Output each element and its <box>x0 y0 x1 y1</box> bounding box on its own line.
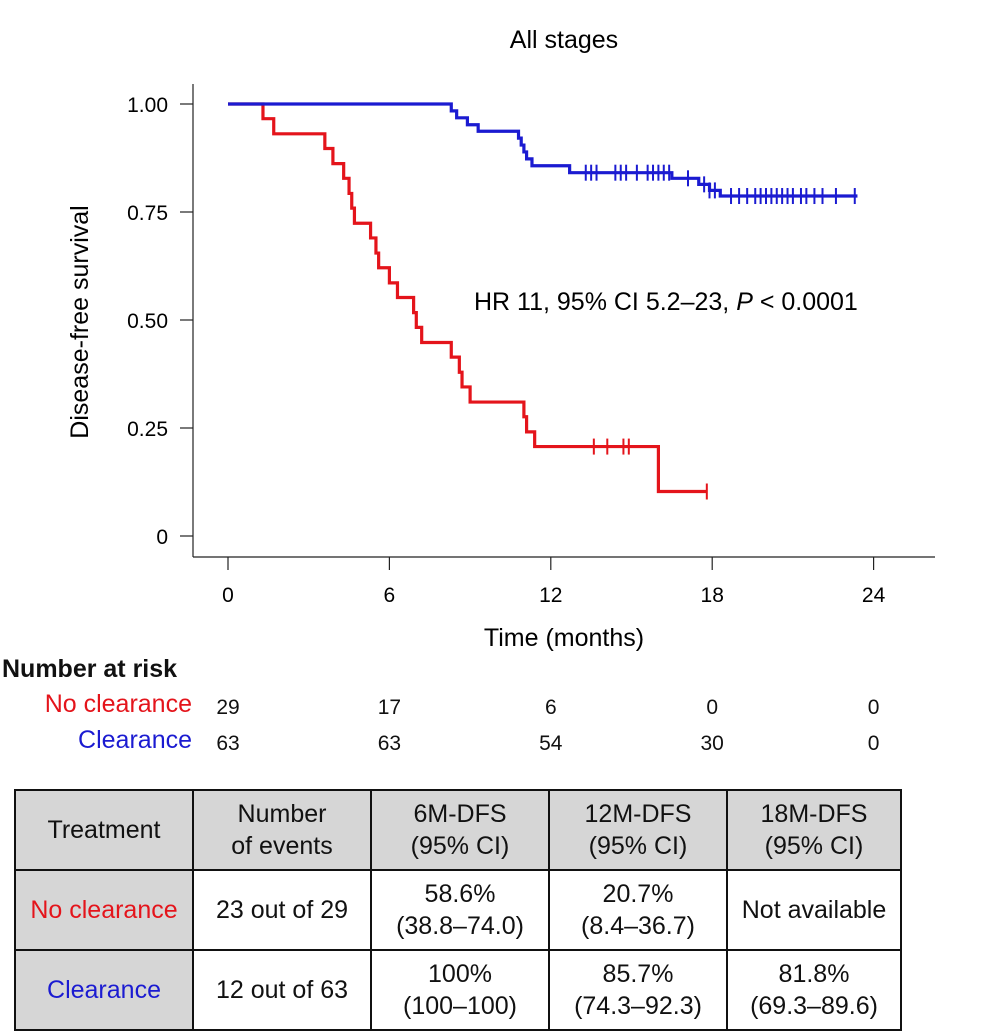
survival-curve-clearance <box>228 102 858 198</box>
dfs12-cell: 85.7% (74.3–92.3) <box>548 949 728 1031</box>
x-tick-label: 24 <box>862 584 886 607</box>
x-axis-label: Time (months) <box>484 624 644 652</box>
header-treatment: Treatment <box>14 789 194 871</box>
x-tick-label: 0 <box>222 584 234 607</box>
x-tick-label: 6 <box>384 584 396 607</box>
risk-value: 6 <box>544 696 557 719</box>
x-tick-label: 18 <box>701 584 724 607</box>
risk-value: 63 <box>216 732 240 755</box>
y-axis-label: Disease-free survival <box>66 205 94 438</box>
risk-row-no-clearance: No clearance 29 17 6 0 0 <box>0 690 982 726</box>
risk-value: 63 <box>377 732 402 755</box>
events-cell: 23 out of 29 <box>192 869 372 951</box>
risk-value: 17 <box>377 696 402 719</box>
treatment-cell: Clearance <box>14 949 194 1031</box>
series-clearance <box>228 102 858 205</box>
x-tick-label: 12 <box>539 584 562 607</box>
risk-label: No clearance <box>44 690 192 718</box>
risk-value: 0 <box>867 732 880 755</box>
dfs12-cell: 20.7% (8.4–36.7) <box>548 869 728 951</box>
survival-curve-no-clearance <box>228 102 707 494</box>
series-layer <box>228 102 858 500</box>
y-tick-label: 0.75 <box>127 202 168 225</box>
y-tick-label: 0.25 <box>127 418 168 441</box>
y-tick-label: 0 <box>156 526 168 549</box>
events-cell: 12 out of 63 <box>192 949 372 1031</box>
risk-table-title: Number at risk <box>2 655 178 683</box>
y-tick-label: 1.00 <box>127 94 168 117</box>
header-18m-dfs: 18M-DFS (95% CI) <box>726 789 902 871</box>
dfs18-cell: Not available <box>726 869 902 951</box>
header-12m-dfs: 12M-DFS (95% CI) <box>548 789 728 871</box>
dfs-table: Treatment Number of events 6M-DFS (95% CI)… <box>14 789 902 1031</box>
risk-value: 30 <box>700 732 724 755</box>
dfs6-cell: 58.6% (38.8–74.0) <box>370 869 550 951</box>
dfs-header-row: Treatment Number of events 6M-DFS (95% CI)… <box>14 789 902 871</box>
risk-value: 0 <box>867 696 880 719</box>
series-no-clearance <box>228 102 708 500</box>
chart-title: All stages <box>510 26 618 54</box>
risk-value: 54 <box>539 732 563 755</box>
dfs-row-no-clearance: No clearance 23 out of 29 58.6% (38.8–74.… <box>14 869 902 951</box>
dfs18-cell: 81.8% (69.3–89.6) <box>726 949 902 1031</box>
risk-row-clearance: Clearance 63 63 54 30 0 <box>0 726 982 762</box>
km-plot: All stages 0 0.25 0.50 0.75 1.00 0 6 12 18 24 HR … <box>66 26 935 652</box>
header-events: Number of events <box>192 789 372 871</box>
risk-value: 29 <box>216 696 240 719</box>
hazard-ratio-annotation: HR 11, 95% CI 5.2–23, P < 0.0001 <box>474 288 858 316</box>
dfs-row-clearance: Clearance 12 out of 63 100% (100–100) 85.… <box>14 949 902 1031</box>
axes: 0 0.25 0.50 0.75 1.00 0 6 12 18 24 <box>127 84 935 607</box>
risk-value: 0 <box>706 696 719 719</box>
risk-label: Clearance <box>78 726 192 754</box>
header-6m-dfs: 6M-DFS (95% CI) <box>370 789 550 871</box>
treatment-cell: No clearance <box>14 869 194 951</box>
y-tick-label: 0.50 <box>127 310 168 333</box>
dfs6-cell: 100% (100–100) <box>370 949 550 1031</box>
